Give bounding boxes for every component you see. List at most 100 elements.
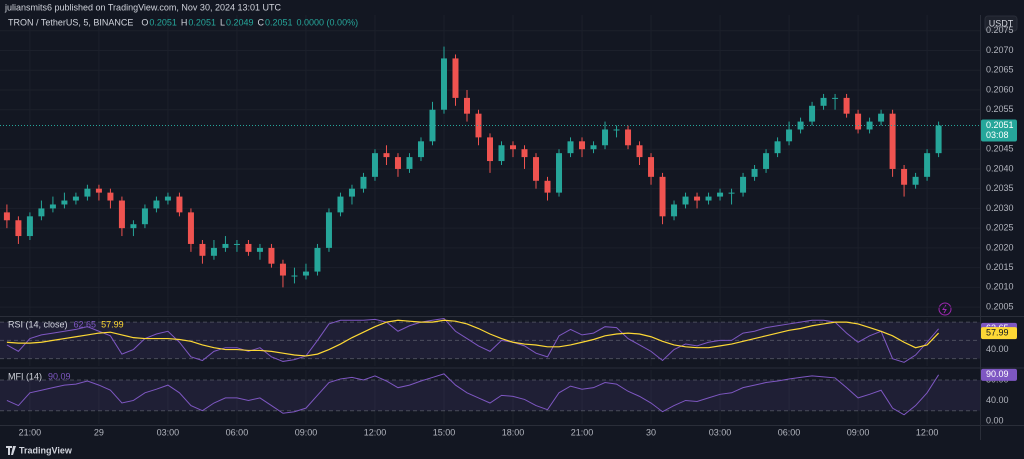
x-tick-label: 21:00 <box>19 427 42 437</box>
candle-body <box>176 196 183 213</box>
ohlc-label: L <box>220 17 225 27</box>
candle-body <box>487 137 493 162</box>
candle-body <box>233 243 240 245</box>
candle-body <box>291 275 298 277</box>
candle-body <box>417 141 424 158</box>
candle-body <box>49 204 56 209</box>
candle-body <box>38 208 45 217</box>
ohlc-value: 0.2049 <box>226 17 254 27</box>
value-tag-label: 90.09 <box>986 369 1009 379</box>
candle-body <box>371 153 378 177</box>
candle-body <box>510 145 517 150</box>
candle-body <box>912 176 919 185</box>
candle-body <box>544 180 551 193</box>
candle-body <box>521 149 528 158</box>
candle-body <box>15 220 22 237</box>
indicator-line <box>6 319 940 357</box>
y-tick-label: 0.2020 <box>986 242 1014 252</box>
value-tag <box>981 327 1017 340</box>
candle-body <box>843 97 850 114</box>
x-tick-label: 29 <box>94 427 104 437</box>
candle-body <box>832 97 839 99</box>
x-tick-label: 12:00 <box>916 427 939 437</box>
candle-body <box>694 196 701 201</box>
candle-body <box>878 113 885 122</box>
pane <box>0 318 980 366</box>
candle-body <box>153 200 160 209</box>
candle-body <box>199 243 206 256</box>
legend-value: 57.99 <box>101 319 124 329</box>
candle-body <box>809 105 816 122</box>
currency-button[interactable] <box>984 15 1018 32</box>
candle-body <box>337 196 344 213</box>
value-tag-label: 57.99 <box>986 327 1009 337</box>
candle-body <box>498 145 505 162</box>
candle-body <box>636 145 643 158</box>
candle-body <box>602 129 609 146</box>
x-tick-label: 21:00 <box>571 427 594 437</box>
candle-body <box>751 168 758 177</box>
candle-body <box>648 157 655 177</box>
y-tick-label: 0.2040 <box>986 163 1014 173</box>
candle-body <box>567 141 574 154</box>
candle-body <box>682 196 689 205</box>
candle-body <box>463 97 470 114</box>
x-tick-label: 15:00 <box>433 427 456 437</box>
indicator-line <box>6 318 939 363</box>
x-tick-label: 30 <box>646 427 656 437</box>
candle-body <box>889 113 896 169</box>
ohlc-label: H <box>181 17 188 27</box>
ohlc-value: 0.2051 <box>265 17 293 27</box>
candle-body <box>774 141 781 154</box>
ohlc-label: O <box>141 17 148 27</box>
x-tick-label: 06:00 <box>778 427 801 437</box>
candle-body <box>671 204 678 217</box>
candle-body <box>866 121 873 130</box>
candle-body <box>659 176 666 217</box>
candle-body <box>440 58 447 110</box>
candle-body <box>118 200 125 229</box>
pane <box>0 370 980 424</box>
candle-body <box>475 113 482 138</box>
candle-body <box>187 212 194 244</box>
y-tick-label: 0.2010 <box>986 282 1014 292</box>
x-tick-label: 18:00 <box>502 427 525 437</box>
band-fill <box>0 379 980 411</box>
legend-value: 62.65 <box>74 319 97 329</box>
candle-body <box>3 212 10 221</box>
candle-body <box>533 157 540 181</box>
candle-body <box>797 121 804 130</box>
currency-label[interactable]: USDT <box>989 18 1014 28</box>
candle-body <box>855 113 862 130</box>
candle-body <box>625 129 632 146</box>
footer: TradingView <box>0 441 1024 459</box>
top-bar <box>0 0 1024 15</box>
candle-body <box>786 129 793 142</box>
footer-bar <box>0 441 1024 459</box>
candle-body <box>325 212 332 248</box>
candle-body <box>348 188 355 197</box>
candle-body <box>452 58 459 98</box>
candle-body <box>245 243 252 252</box>
y-tick-label: 0.2065 <box>986 65 1014 75</box>
y-tick-label: 0.2045 <box>986 144 1014 154</box>
y-tick-label: 0.2060 <box>986 84 1014 94</box>
last-price-tag <box>981 119 1017 142</box>
candle-body <box>556 153 563 193</box>
candle-body <box>84 188 91 197</box>
pane <box>0 15 980 315</box>
y-tick-label: 0.2075 <box>986 25 1014 35</box>
ohlc-label: C <box>258 17 265 27</box>
countdown-label: 03:08 <box>986 130 1009 140</box>
candle-body <box>613 129 620 131</box>
candle-body <box>728 192 735 194</box>
candle-body <box>130 224 137 229</box>
candle-body <box>302 271 309 276</box>
alert-icon[interactable] <box>938 302 952 316</box>
candle-body <box>705 196 712 201</box>
y-tick-label: 0.2005 <box>986 301 1014 311</box>
candle-body <box>210 247 217 256</box>
publisher-note: juliansmits6 published on TradingView.co… <box>4 2 281 12</box>
